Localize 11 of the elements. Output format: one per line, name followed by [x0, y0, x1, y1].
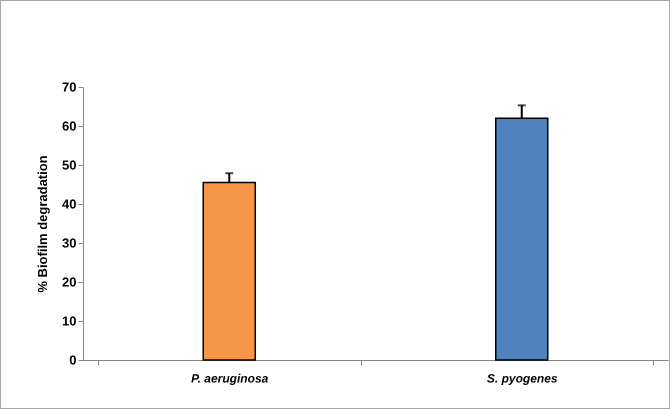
y-tick-label: 30 [62, 236, 76, 250]
y-tick-label: 0 [69, 352, 76, 368]
y-tick-label: 70 [62, 80, 76, 94]
y-tick-label: 50 [62, 158, 76, 172]
x-tick-label: S. pyogenes [486, 372, 558, 386]
x-tick-label: P. aeruginosa [191, 372, 269, 386]
y-tick-label: 60 [62, 118, 76, 134]
y-tick-label: 40 [62, 196, 76, 212]
y-tick-label: 20 [62, 274, 76, 290]
y-tick-label: 10 [62, 314, 76, 328]
y-axis-title: % Biofilm degradation [35, 155, 50, 293]
